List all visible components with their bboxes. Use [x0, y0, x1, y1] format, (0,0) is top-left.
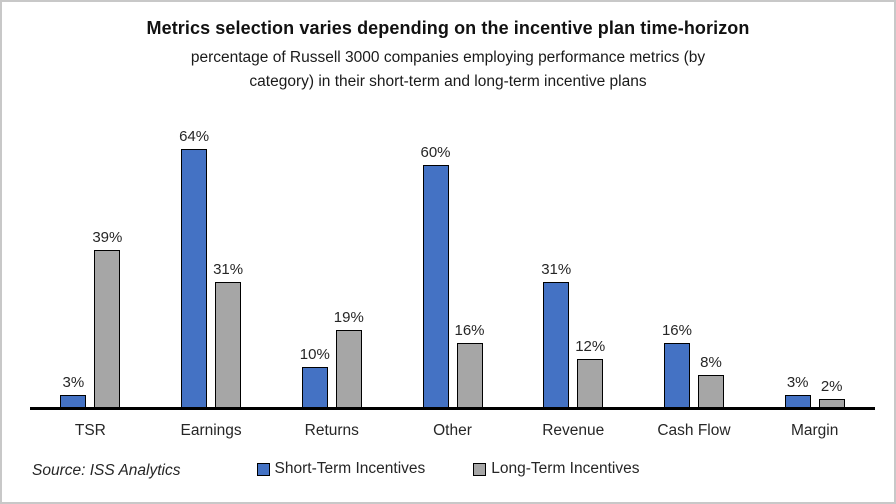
data-label-long-term-incentives-revenue: 12%	[575, 337, 606, 355]
chart-subtitle-line-1: percentage of Russell 3000 companies emp…	[190, 49, 706, 66]
bar-short-term-incentives-revenue: 31%	[541, 261, 571, 407]
bar-short-term-incentives-returns: 10%	[300, 346, 330, 407]
chart-title: Metrics selection varies depending on th…	[146, 18, 750, 38]
bar-long-term-incentives-returns: 19%	[334, 309, 364, 407]
legend-label-long-term-incentives: Long-Term Incentives	[491, 460, 640, 477]
data-label-short-term-incentives-returns: 10%	[299, 345, 330, 363]
category-label-other: Other	[433, 422, 472, 439]
bar-group-revenue: 31% 12%	[513, 122, 634, 407]
chart-subtitle-line-2: category) in their short-term and long-t…	[249, 73, 647, 90]
bar-long-term-incentives-other: 16%	[455, 322, 485, 407]
bar-long-term-incentives-cash-flow: 8%	[697, 354, 724, 407]
legend-swatch-icon-short-term-incentives	[256, 462, 270, 476]
bar-group-cash-flow: 16% 8%	[634, 122, 755, 407]
bar-group-margin: 3% 2%	[754, 122, 875, 407]
category-label-earnings: Earnings	[180, 422, 242, 439]
category-label-margin: Margin	[790, 422, 839, 439]
chart-subtitle: percentage of Russell 3000 companies emp…	[2, 46, 894, 94]
bar-short-term-incentives-margin: 3%	[784, 374, 811, 407]
x-axis-line	[30, 407, 875, 410]
bar-group-tsr: 3% 39%	[30, 122, 151, 407]
category-label-returns: Returns	[304, 422, 359, 439]
bar-long-term-incentives-revenue: 12%	[575, 338, 605, 407]
category-label-cash-flow: Cash Flow	[657, 422, 731, 439]
legend-label-short-term-incentives: Short-Term Incentives	[274, 460, 426, 477]
bar-long-term-incentives-margin: 2%	[818, 378, 845, 407]
bar-long-term-incentives-earnings: 31%	[213, 261, 243, 407]
category-label-revenue: Revenue	[542, 422, 605, 439]
legend-swatch-icon-long-term-incentives	[473, 462, 487, 476]
data-label-long-term-incentives-returns: 19%	[333, 309, 364, 327]
data-label-short-term-incentives-tsr: 3%	[62, 373, 85, 391]
data-label-long-term-incentives-tsr: 39%	[92, 228, 123, 246]
data-label-long-term-incentives-margin: 2%	[820, 377, 843, 395]
legend: Short-Term Incentives Long-Term Incentive…	[2, 460, 894, 478]
legend-item-long-term-incentives: Long-Term Incentives	[473, 460, 639, 478]
data-label-long-term-incentives-earnings: 31%	[213, 261, 244, 279]
data-label-short-term-incentives-margin: 3%	[786, 373, 809, 391]
data-label-short-term-incentives-other: 60%	[420, 144, 451, 162]
category-label-tsr: TSR	[74, 422, 106, 439]
data-label-long-term-incentives-other: 16%	[454, 321, 485, 339]
bar-group-returns: 10% 19%	[271, 122, 392, 407]
bar-long-term-incentives-tsr: 39%	[92, 229, 122, 407]
source-note: Source: ISS Analytics	[32, 462, 181, 479]
bar-short-term-incentives-earnings: 64%	[179, 128, 209, 407]
bar-short-term-incentives-other: 60%	[421, 144, 451, 407]
bar-short-term-incentives-cash-flow: 16%	[662, 322, 692, 407]
data-label-short-term-incentives-revenue: 31%	[541, 261, 572, 279]
category-labels: TSR Earnings Returns Other Revenue Cash Flow M…	[30, 422, 875, 440]
data-label-short-term-incentives-earnings: 64%	[179, 128, 210, 146]
bar-group-other: 60% 16%	[392, 122, 513, 407]
bar-short-term-incentives-tsr: 3%	[60, 374, 87, 407]
data-label-long-term-incentives-cash-flow: 8%	[700, 353, 722, 371]
bar-group-earnings: 64% 31%	[151, 122, 272, 407]
legend-item-short-term-incentives: Short-Term Incentives	[256, 460, 426, 478]
bar-groups: 3% 39% 64% 31% 10% 19% 60% 16% 31% 12% 16% 8% 3% 2%	[30, 122, 875, 407]
data-label-short-term-incentives-cash-flow: 16%	[661, 321, 692, 339]
